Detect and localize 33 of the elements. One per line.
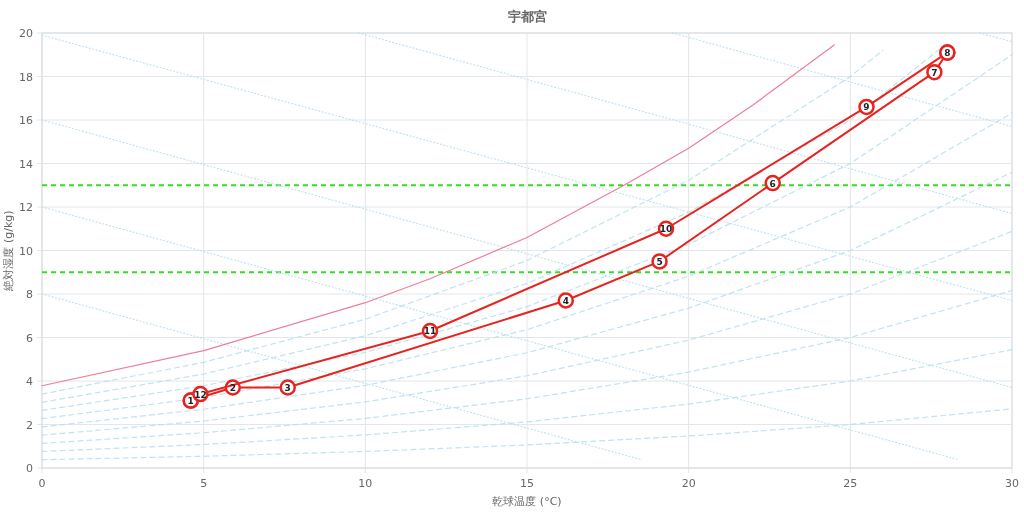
- y-axis-title: 絶対湿度 (g/kg): [2, 210, 15, 292]
- x-tick-label: 0: [38, 477, 46, 490]
- x-tick-label: 30: [1005, 477, 1019, 490]
- y-tick-label: 12: [19, 201, 33, 214]
- x-tick-label: 10: [358, 477, 373, 490]
- y-tick-label: 6: [26, 331, 33, 345]
- annotation: 11: [423, 326, 437, 337]
- annotation: 9: [863, 102, 870, 113]
- annotation: 7: [931, 67, 938, 78]
- x-tick-label: 25: [843, 477, 858, 490]
- y-tick-label: 8: [26, 288, 33, 301]
- annotation: 3: [284, 383, 291, 394]
- chart-title: 宇都宮: [507, 9, 547, 24]
- x-axis-title: 乾球温度 (°C): [492, 495, 562, 508]
- x-tick-label: 20: [681, 477, 696, 490]
- annotation: 5: [656, 256, 663, 267]
- annotation: 4: [562, 296, 569, 307]
- y-tick-label: 20: [19, 27, 33, 40]
- y-tick-label: 2: [26, 418, 33, 432]
- y-tick-label: 16: [19, 114, 33, 127]
- annotation: 8: [944, 48, 951, 59]
- annotation: 10: [659, 224, 673, 235]
- y-tick-label: 10: [19, 244, 33, 258]
- y-tick-label: 14: [19, 157, 33, 171]
- annotation: 6: [769, 178, 776, 189]
- annotation: 12: [194, 389, 207, 400]
- x-tick-label: 5: [200, 477, 208, 490]
- y-tick-label: 4: [26, 375, 33, 388]
- y-tick-label: 18: [19, 70, 33, 84]
- y-tick-label: 0: [26, 462, 33, 475]
- annotation: 1: [187, 396, 194, 407]
- x-tick-label: 15: [520, 477, 534, 490]
- annotation: 2: [229, 383, 236, 394]
